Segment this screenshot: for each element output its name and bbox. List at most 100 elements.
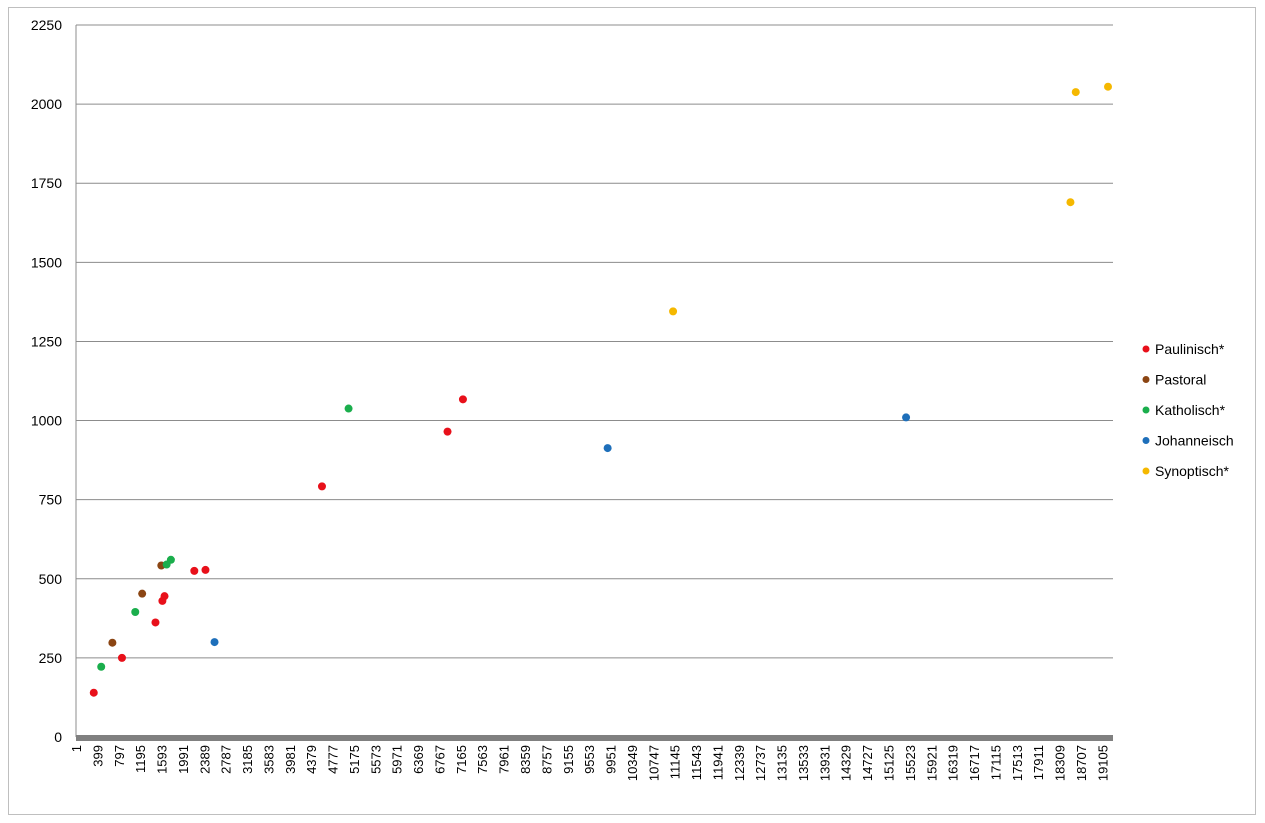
legend-label: Pastoral bbox=[1155, 372, 1206, 388]
data-point bbox=[344, 404, 353, 413]
data-point bbox=[603, 444, 612, 453]
x-tick-label: 7165 bbox=[454, 745, 469, 774]
x-tick-label: 18309 bbox=[1053, 745, 1068, 781]
x-tick-label: 4379 bbox=[304, 745, 319, 774]
x-tick-label: 11145 bbox=[668, 745, 683, 779]
x-tick-label: 6369 bbox=[411, 745, 426, 774]
legend-marker bbox=[1142, 345, 1150, 353]
x-tick-label: 3981 bbox=[283, 745, 298, 774]
x-tick-label: 1195 bbox=[133, 745, 148, 773]
data-point bbox=[151, 618, 160, 627]
data-point bbox=[160, 592, 169, 601]
x-tick-label: 7563 bbox=[475, 745, 490, 774]
x-tick-label: 12339 bbox=[732, 745, 747, 781]
x-tick-label: 15523 bbox=[903, 745, 918, 781]
data-point bbox=[317, 482, 326, 491]
x-tick-label: 13931 bbox=[817, 745, 832, 781]
data-point bbox=[89, 688, 98, 697]
y-tick-label: 250 bbox=[39, 650, 63, 666]
x-tick-label: 15921 bbox=[924, 745, 939, 781]
data-point bbox=[1071, 88, 1080, 97]
data-point bbox=[458, 395, 467, 404]
legend-marker bbox=[1142, 467, 1150, 475]
data-points bbox=[89, 82, 1112, 697]
x-tick-label: 10747 bbox=[646, 745, 661, 781]
x-tick-label: 8359 bbox=[518, 745, 533, 774]
data-point bbox=[190, 566, 199, 575]
x-tick-label: 2787 bbox=[219, 745, 234, 774]
y-tick-label: 1250 bbox=[31, 333, 62, 349]
x-tick-label: 1 bbox=[69, 745, 84, 752]
x-tick-label: 16319 bbox=[946, 745, 961, 781]
x-tick-label: 2389 bbox=[197, 745, 212, 774]
y-tick-label: 2000 bbox=[31, 96, 62, 112]
data-point bbox=[131, 608, 140, 617]
x-tick-label: 17513 bbox=[1010, 745, 1025, 781]
x-tick-label: 14329 bbox=[839, 745, 854, 781]
y-tick-label: 1000 bbox=[31, 413, 62, 429]
legend-label: Katholisch* bbox=[1155, 402, 1226, 418]
legend-label: Paulinisch* bbox=[1155, 341, 1225, 357]
x-tick-label: 13135 bbox=[775, 745, 790, 781]
y-axis-ticks: 0 250 500 750 1000 1250 1500 1750 2000 2250 bbox=[31, 17, 62, 745]
x-tick-label: 11543 bbox=[689, 745, 704, 780]
x-tick-label: 9155 bbox=[561, 745, 576, 774]
x-tick-label: 4777 bbox=[326, 745, 341, 774]
y-tick-label: 750 bbox=[39, 492, 63, 508]
data-point bbox=[902, 413, 911, 422]
data-point bbox=[1104, 82, 1112, 91]
x-tick-label: 10349 bbox=[625, 745, 640, 781]
gridlines bbox=[75, 24, 1113, 737]
data-point bbox=[108, 638, 117, 647]
x-tick-label: 17115 bbox=[988, 745, 1003, 780]
x-tick-label: 9951 bbox=[604, 745, 619, 774]
x-tick-label: 399 bbox=[90, 745, 105, 767]
x-tick-label: 12737 bbox=[753, 745, 768, 781]
x-tick-label: 19105 bbox=[1095, 745, 1110, 781]
data-point bbox=[117, 653, 126, 662]
x-tick-label: 17911 bbox=[1031, 745, 1046, 780]
x-tick-label: 5175 bbox=[347, 745, 362, 774]
x-tick-label: 13533 bbox=[796, 745, 811, 781]
data-point bbox=[1066, 198, 1075, 207]
x-tick-label: 18707 bbox=[1074, 745, 1089, 781]
x-tick-label: 8757 bbox=[539, 745, 554, 774]
x-tick-label: 5573 bbox=[368, 745, 383, 774]
legend: Paulinisch* Pastoral Katholisch* Johanneisc… bbox=[1142, 341, 1234, 479]
data-point bbox=[166, 555, 175, 564]
data-point bbox=[97, 662, 106, 671]
legend-label: Synoptisch* bbox=[1155, 463, 1229, 479]
y-tick-label: 500 bbox=[39, 571, 63, 587]
x-tick-label: 16717 bbox=[967, 745, 982, 781]
y-tick-label: 1750 bbox=[31, 175, 62, 191]
data-point bbox=[210, 638, 219, 647]
x-tick-label: 3583 bbox=[261, 745, 276, 774]
chart-area bbox=[8, 7, 1256, 815]
x-axis-band bbox=[76, 735, 1113, 741]
data-point bbox=[138, 589, 147, 598]
legend-marker bbox=[1142, 437, 1150, 444]
x-tick-label: 7961 bbox=[497, 745, 512, 774]
data-point bbox=[201, 565, 210, 574]
x-tick-label: 9553 bbox=[582, 745, 597, 774]
x-axis bbox=[76, 735, 1113, 741]
legend-marker bbox=[1142, 406, 1150, 414]
data-point bbox=[669, 307, 678, 316]
x-tick-label: 1593 bbox=[155, 745, 170, 774]
x-tick-label: 6767 bbox=[432, 745, 447, 774]
data-point bbox=[443, 427, 452, 436]
x-tick-label: 14727 bbox=[860, 745, 875, 781]
y-tick-label: 0 bbox=[54, 729, 62, 745]
y-tick-label: 2250 bbox=[31, 17, 62, 33]
x-tick-label: 11941 bbox=[710, 745, 725, 780]
x-tick-label: 15125 bbox=[881, 745, 896, 781]
x-tick-label: 1991 bbox=[176, 745, 191, 774]
x-axis-ticks: 1 399 797 1195 1593 1991 2389 2787 3185 3583 3981 4… bbox=[69, 745, 1110, 781]
x-tick-label: 5971 bbox=[390, 745, 405, 774]
legend-marker bbox=[1142, 376, 1150, 383]
x-tick-label: 3185 bbox=[240, 745, 255, 774]
x-tick-label: 797 bbox=[112, 745, 127, 767]
y-tick-label: 1500 bbox=[31, 254, 62, 270]
legend-label: Johanneisch bbox=[1155, 433, 1234, 449]
